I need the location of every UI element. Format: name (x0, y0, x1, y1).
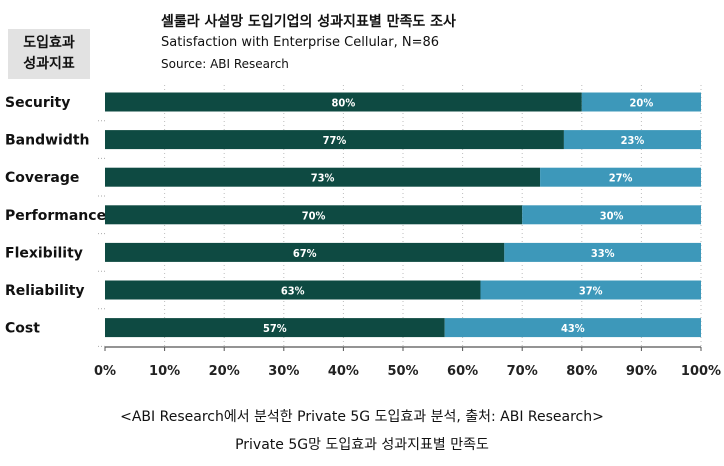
bar-segment (444, 318, 701, 338)
category-label: Coverage (5, 170, 79, 186)
bar-segment (540, 167, 701, 187)
category-label: Security (5, 95, 70, 111)
data-label: 80% (332, 97, 356, 110)
bar-segment (563, 130, 701, 150)
x-tick-label: 70% (507, 364, 538, 379)
bar-segment (105, 318, 445, 338)
bar-segment (105, 92, 582, 112)
data-label: 73% (311, 172, 335, 185)
data-label: 30% (600, 209, 624, 222)
bar-segment (105, 167, 541, 187)
bar-segment (522, 205, 701, 225)
x-tick-label: 100% (681, 364, 721, 379)
data-label: 37% (579, 285, 603, 298)
x-tick-label: 90% (626, 364, 657, 379)
bar-segment (105, 280, 481, 300)
x-tick-label: 20% (209, 364, 240, 379)
data-label: 67% (293, 247, 317, 260)
category-label: Cost (5, 321, 40, 337)
data-label: 57% (263, 322, 287, 335)
bar-segment (504, 242, 701, 262)
side-label-box: 도입효과 성과지표 (8, 29, 90, 79)
chart-source: Source: ABI Research (161, 57, 289, 71)
category-label: Flexibility (5, 245, 83, 261)
data-label: 23% (621, 134, 645, 147)
x-tick-label: 30% (268, 364, 299, 379)
category-label: Bandwidth (5, 133, 90, 149)
chart-subtitle: Satisfaction with Enterprise Cellular, N… (161, 35, 440, 50)
bar-segment (105, 130, 564, 150)
data-label: 43% (561, 322, 585, 335)
x-tick-label: 80% (566, 364, 597, 379)
x-tick-label: 40% (328, 364, 359, 379)
bar-segment (581, 92, 701, 112)
data-label: 63% (281, 285, 305, 298)
x-tick-label: 60% (447, 364, 478, 379)
side-label-line2: 성과지표 (23, 56, 75, 72)
side-label-line1: 도입효과 (23, 35, 75, 51)
bar-segment (105, 242, 505, 262)
data-label: 77% (323, 134, 347, 147)
x-tick-label: 10% (149, 364, 180, 379)
caption-line1: <ABI Research에서 분석한 Private 5G 도입효과 분석, … (120, 409, 604, 425)
chart-title: 셀룰라 사설망 도입기업의 성과지표별 만족도 조사 (161, 14, 456, 30)
data-label: 70% (302, 209, 326, 222)
data-label: 20% (630, 97, 654, 110)
x-tick-label: 0% (94, 364, 116, 379)
x-tick-label: 50% (387, 364, 418, 379)
stacked-bar-chart: 0% 10% 20% 30% 40% 50% 60% 70% 80% 90% 100% Securit… (5, 85, 721, 379)
data-label: 27% (609, 172, 633, 185)
data-label: 33% (591, 247, 615, 260)
caption-line2: Private 5G망 도입효과 성과지표별 만족도 (235, 437, 489, 453)
bar-segment (480, 280, 701, 300)
category-label: Reliability (5, 283, 85, 299)
category-label: Performance (5, 208, 106, 224)
bar-segment (105, 205, 523, 225)
